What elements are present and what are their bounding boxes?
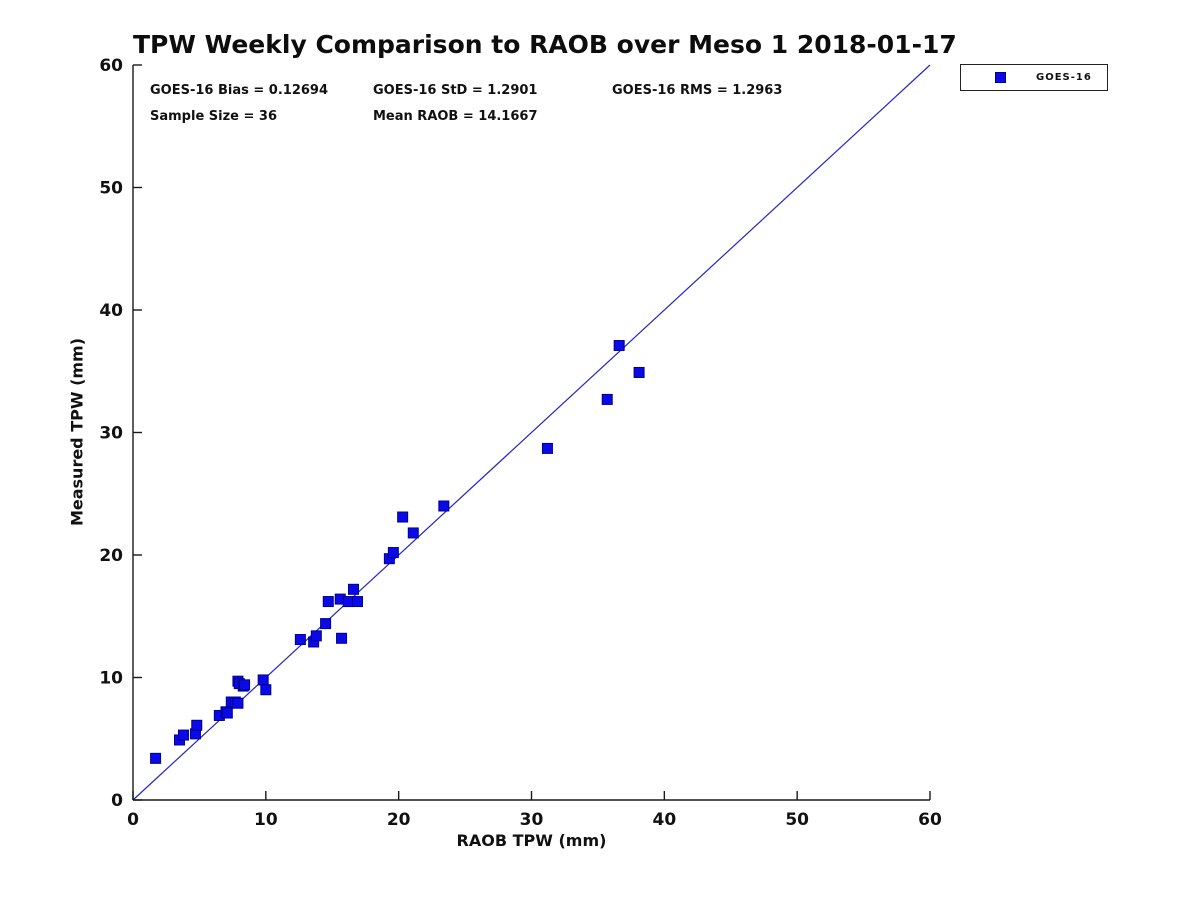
y-tick-label: 30 [99,424,123,444]
stat-bias: GOES-16 Bias = 0.12694 [150,83,329,98]
chart-title: TPW Weekly Comparison to RAOB over Meso … [133,30,957,59]
data-point [387,547,399,559]
x-tick-label: 50 [785,810,809,830]
y-tick-label: 0 [111,791,123,811]
data-point [239,679,251,691]
data-point [221,707,233,719]
data-point [294,634,306,646]
x-tick-label: 60 [918,810,942,830]
legend: GOES-16 [960,64,1108,91]
data-point [177,729,189,741]
x-tick-label: 30 [520,810,544,830]
data-point [601,393,613,405]
x-tick-label: 40 [652,810,676,830]
data-point [407,527,419,539]
legend-label: GOES-16 [1036,72,1092,83]
data-point [257,674,269,686]
x-axis-label: RAOB TPW (mm) [456,831,607,850]
y-axis-label: Measured TPW (mm) [67,337,87,527]
data-point [438,500,450,512]
data-point [310,630,322,642]
data-point [232,697,244,709]
identity-line [132,64,931,801]
data-point [633,366,645,378]
data-point [348,583,360,595]
data-point [150,752,162,764]
data-point [322,596,334,608]
data-point [613,340,625,352]
x-tick-label: 10 [254,810,278,830]
stat-sample-size: Sample Size = 36 [150,109,278,124]
data-point [336,632,348,644]
data-point [541,442,553,454]
y-tick-label: 60 [99,56,123,76]
y-tick-label: 40 [99,301,123,321]
y-tick-label: 10 [99,669,123,689]
data-point [397,511,409,523]
data-point [320,618,332,630]
stat-mean-raob: Mean RAOB = 14.1667 [373,109,538,124]
x-tick-label: 20 [387,810,411,830]
stat-rms: GOES-16 RMS = 1.2963 [612,83,783,98]
data-point [260,684,272,696]
data-point [342,596,354,608]
legend-marker-icon [995,72,1006,83]
x-tick-label: 0 [127,810,139,830]
data-point [191,719,203,731]
y-tick-label: 20 [99,546,123,566]
y-tick-label: 50 [99,179,123,199]
data-point [351,596,363,608]
stat-std: GOES-16 StD = 1.2901 [373,83,538,98]
